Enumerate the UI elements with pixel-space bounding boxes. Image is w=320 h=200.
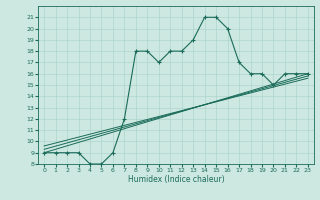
X-axis label: Humidex (Indice chaleur): Humidex (Indice chaleur) xyxy=(128,175,224,184)
